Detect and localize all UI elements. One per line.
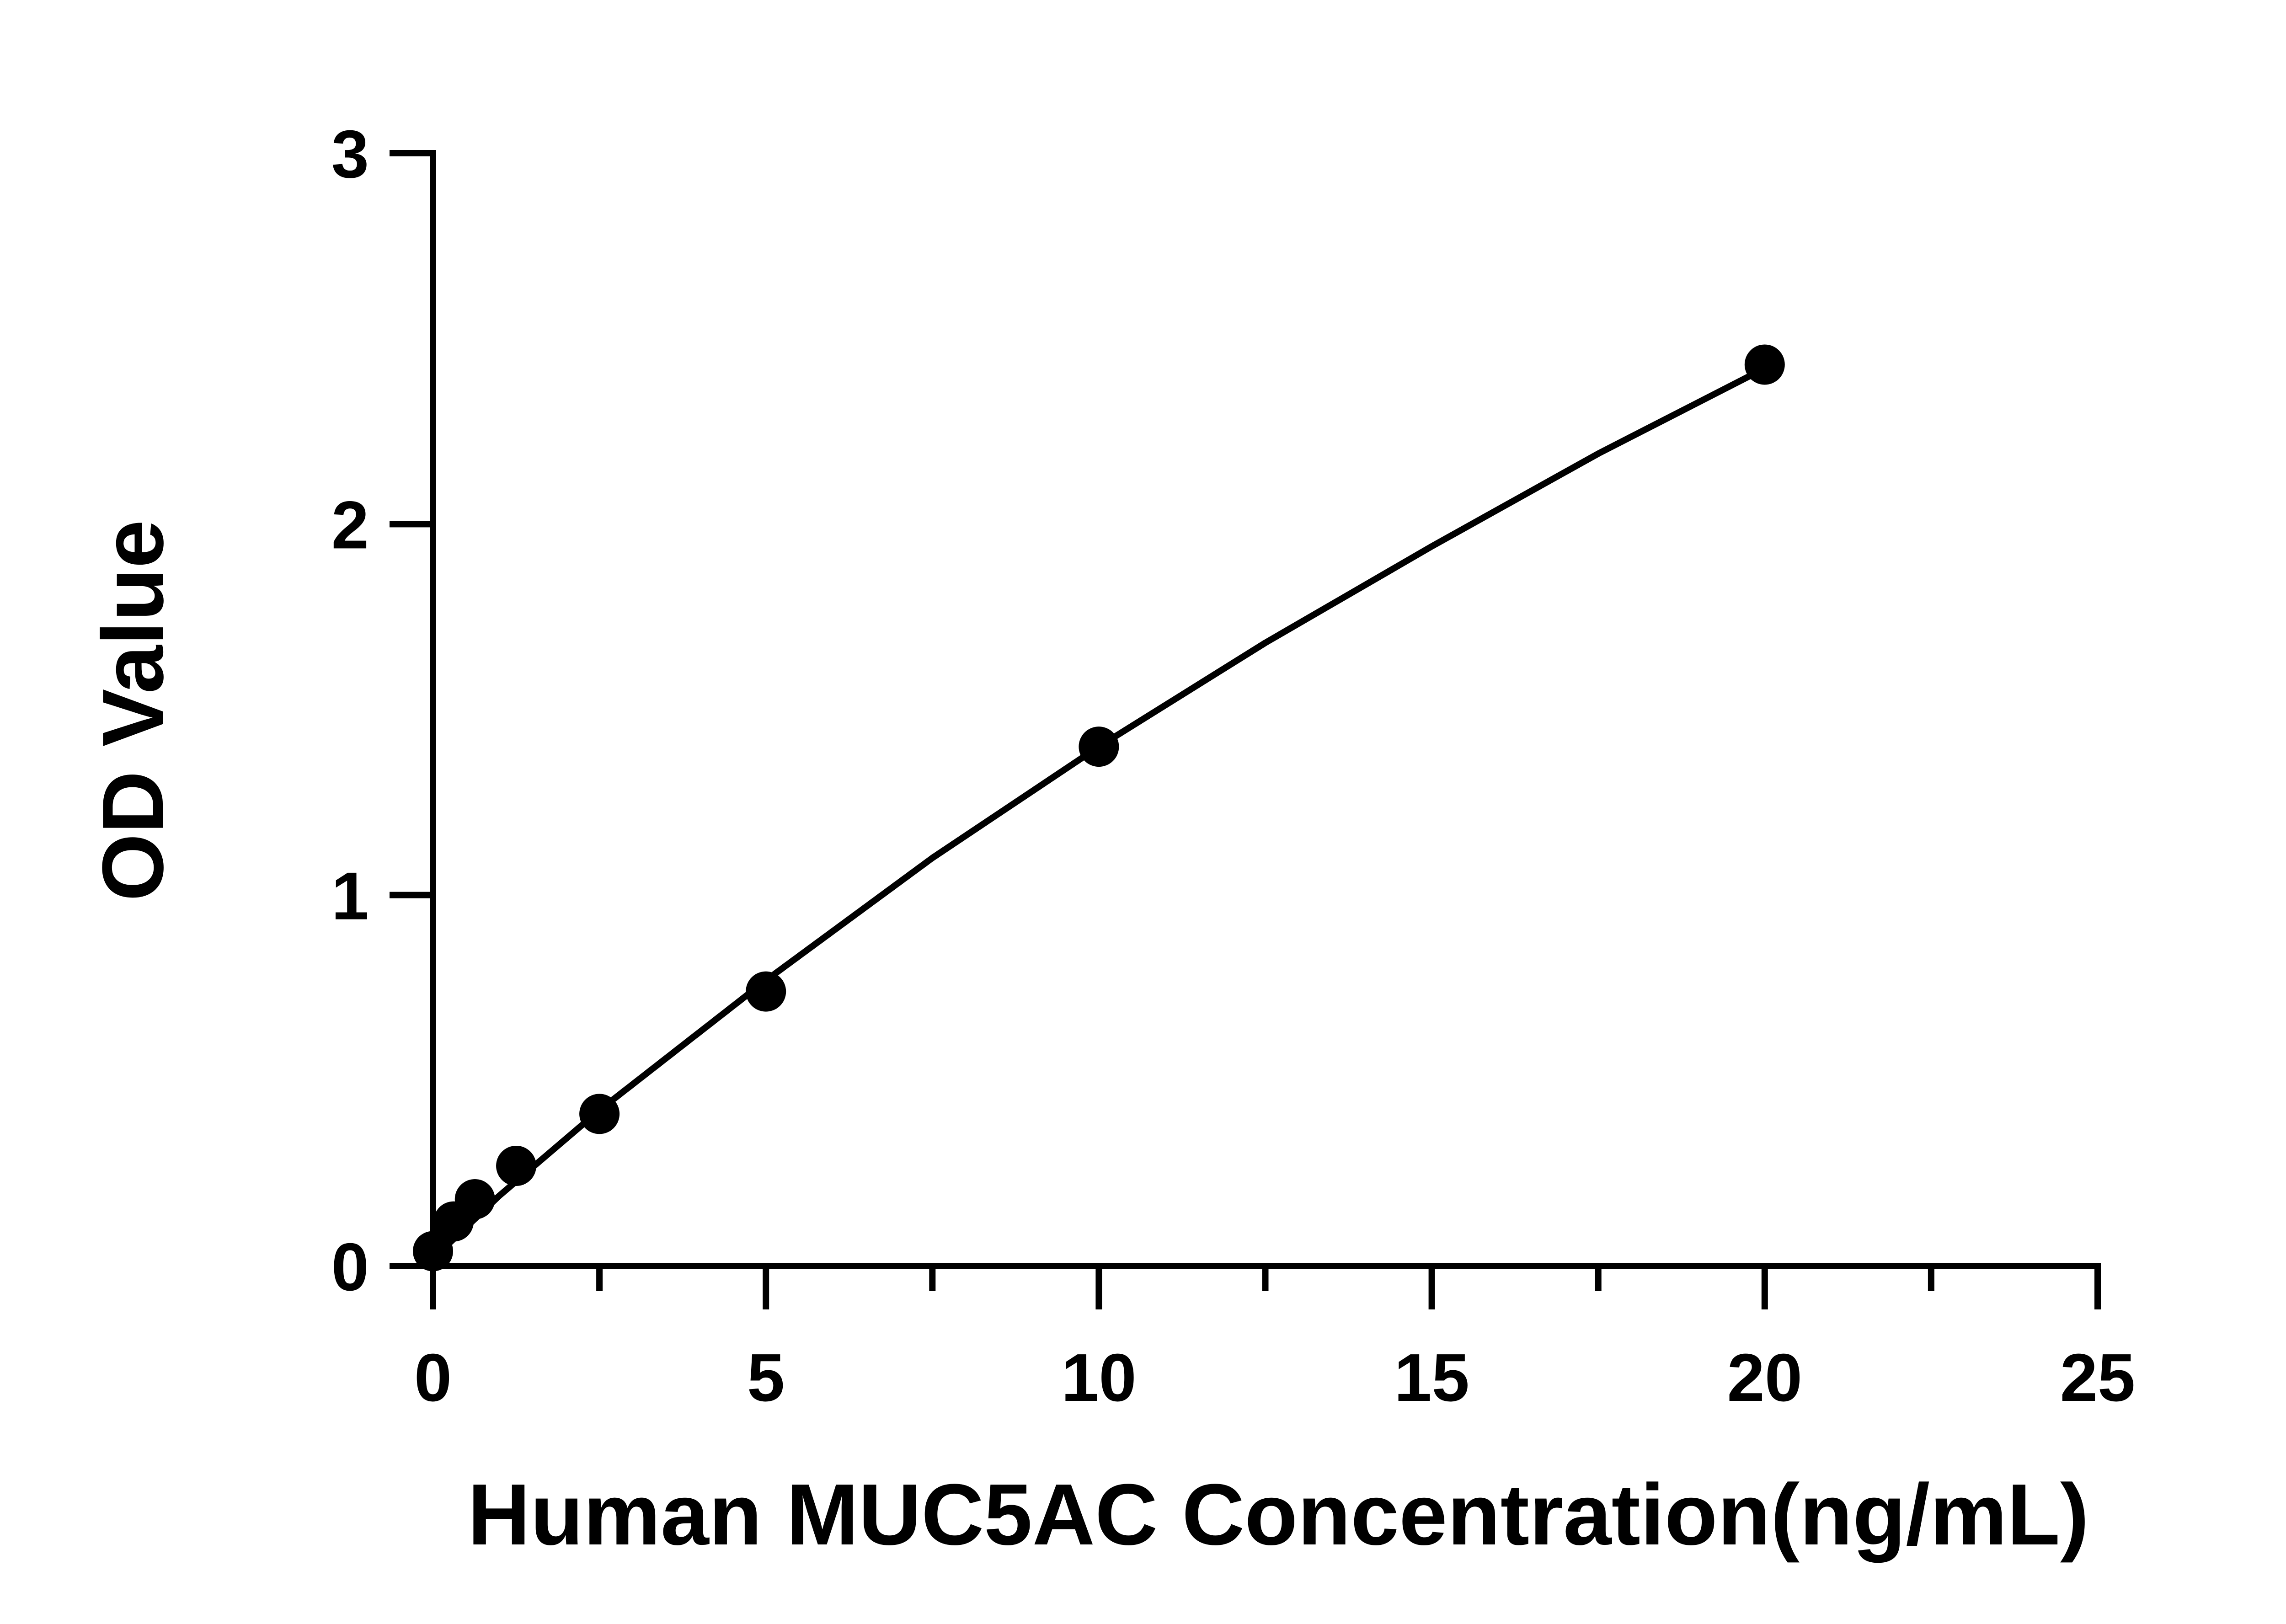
data-points (413, 344, 1785, 1271)
data-point (1744, 344, 1785, 385)
fit-curve (430, 365, 1768, 1262)
x-axis-title: Human MUC5AC Concentration(ng/mL) (468, 1466, 2089, 1563)
y-axis-title: OD Value (85, 520, 182, 901)
y-tick-label: 3 (331, 117, 369, 192)
y-tick-label: 1 (331, 859, 369, 934)
data-point (454, 1179, 495, 1219)
y-tick-label: 0 (331, 1229, 369, 1305)
x-tick-label: 0 (414, 1340, 452, 1416)
x-tick-label: 10 (1061, 1340, 1137, 1416)
data-point (413, 1231, 453, 1271)
x-tick-label: 25 (2060, 1340, 2136, 1416)
x-tick-label: 15 (1394, 1340, 1469, 1416)
x-tick-label: 5 (747, 1340, 785, 1416)
y-tick-label: 2 (331, 487, 369, 563)
data-point (1079, 727, 1119, 767)
data-point (496, 1145, 537, 1186)
axes (390, 150, 2101, 1309)
data-point (579, 1094, 620, 1134)
tick-labels: 0 5 10 15 20 25 0 1 2 3 (331, 117, 2136, 1416)
fit-curve-group (430, 365, 1768, 1262)
x-tick-label: 20 (1727, 1340, 1802, 1416)
data-point (746, 971, 786, 1012)
